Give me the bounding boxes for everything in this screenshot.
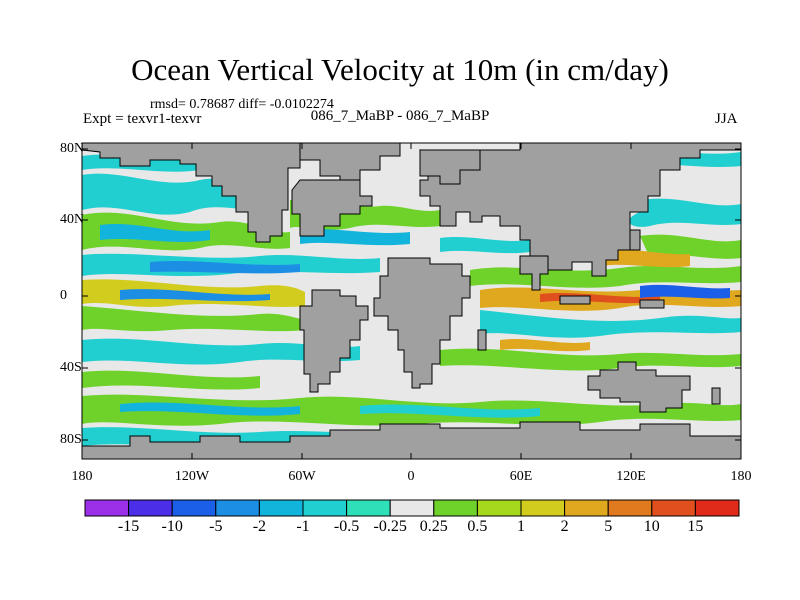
- lon-label-120w: 120W: [174, 469, 210, 484]
- lat-label-40n: 40N: [60, 212, 85, 227]
- colorbar-swatch: [258, 499, 304, 517]
- europe-north: [419, 149, 481, 185]
- colorbar-label: -1: [296, 518, 310, 535]
- lat-label-80n: 80N: [60, 141, 85, 156]
- madagascar: [477, 329, 487, 351]
- lon-label-60e: 60E: [509, 469, 533, 484]
- lon-label-0: 0: [407, 469, 415, 484]
- indonesia: [559, 295, 591, 305]
- lon-label-60w: 60W: [288, 469, 316, 484]
- colorbar-label: 0.5: [467, 518, 488, 535]
- colorbar-swatch: [651, 499, 696, 517]
- eurasia: [418, 143, 741, 277]
- colorbar-swatch: [215, 499, 260, 517]
- colorbar-swatch: [694, 499, 740, 517]
- colorbar-swatch: [607, 499, 653, 517]
- colorbar-label: 0.25: [419, 518, 448, 535]
- colorbar-swatch: [476, 499, 522, 517]
- colorbar-label: 5: [604, 518, 613, 535]
- canada-east: [291, 179, 373, 237]
- colorbar-label: 15: [687, 518, 704, 535]
- colorbar-label: -0.25: [373, 518, 407, 535]
- experiment-label: Expt = texvr1-texvr: [83, 111, 202, 127]
- colorbar-swatch: [302, 499, 348, 517]
- new-zealand: [711, 387, 721, 405]
- colorbar-label: -15: [117, 518, 140, 535]
- north-america: [82, 143, 331, 243]
- africa: [373, 257, 471, 389]
- colorbar-swatch: [389, 499, 435, 517]
- colorbar-swatch: [171, 499, 217, 517]
- axis-ticks: [82, 143, 741, 459]
- antarctica: [82, 421, 741, 459]
- colorbar-label: -10: [161, 518, 183, 535]
- colorbar-swatch: [520, 499, 566, 517]
- south-america: [299, 289, 369, 393]
- india: [519, 255, 549, 291]
- lat-label-40s: 40S: [60, 360, 82, 375]
- australia: [587, 361, 691, 413]
- lon-label-120e: 120E: [616, 469, 646, 484]
- colorbar-swatch: [564, 499, 609, 517]
- map-title: Ocean Vertical Velocity at 10m (in cm/da…: [131, 52, 669, 87]
- colorbar: [84, 499, 740, 517]
- japan: [629, 229, 641, 251]
- stats-line: rmsd= 0.78687 diff= -0.0102274: [150, 97, 334, 112]
- colorbar-swatch: [346, 499, 391, 517]
- land-mask: [82, 143, 741, 459]
- colorbar-swatch: [128, 499, 173, 517]
- colorbar-label: 2: [560, 518, 569, 535]
- colorbar-label: -0.5: [333, 518, 360, 535]
- map-area: [82, 143, 741, 459]
- lon-label-180e: 180: [730, 469, 752, 484]
- colorbar-label: 10: [643, 518, 660, 535]
- lon-label-180w: 180: [71, 469, 93, 484]
- lat-label-80s: 80S: [60, 432, 82, 447]
- colorbar-label: -5: [209, 518, 223, 535]
- colorbar-label: -2: [252, 518, 267, 535]
- new-guinea: [639, 299, 665, 309]
- season-label: JJA: [715, 111, 738, 127]
- runs-label: 086_7_MaBP - 086_7_MaBP: [310, 108, 490, 124]
- colorbar-swatch: [433, 499, 478, 517]
- lat-label-0: 0: [60, 288, 67, 303]
- colorbar-label: 1: [517, 518, 525, 535]
- colorbar-swatch: [84, 499, 130, 517]
